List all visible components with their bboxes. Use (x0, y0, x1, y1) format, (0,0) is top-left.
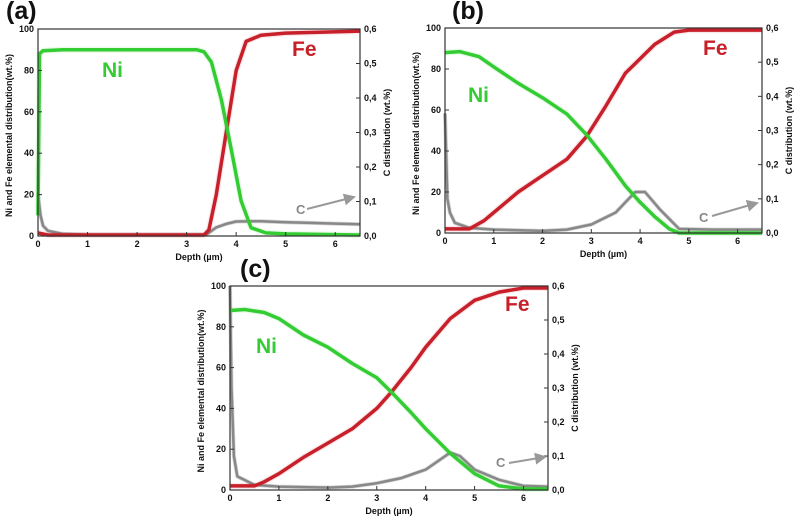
y2-axis-title: C distribution (wt.%) (784, 87, 794, 175)
x-tick-label: 2 (540, 236, 545, 246)
y2-tick-label: 0,2 (766, 160, 779, 170)
annotation-fe: Fe (505, 293, 530, 316)
y2-tick-label: 0,0 (552, 485, 565, 495)
series-ni-glow (444, 48, 762, 236)
arrow-c (711, 200, 759, 217)
x-tick-label: 5 (686, 236, 691, 246)
y2-axis-title: C distribution (wt.%) (570, 344, 580, 432)
y2-tick-label: 0,5 (766, 57, 779, 67)
y2-tick-label: 0,1 (552, 451, 565, 461)
x-tick-label: 4 (234, 239, 239, 249)
y-tick-label: 80 (431, 64, 441, 74)
x-tick-label: 0 (35, 239, 40, 249)
y-tick-label: 40 (216, 403, 226, 413)
y-tick-label: 60 (431, 105, 441, 115)
series-ni-line (36, 47, 361, 237)
y-tick-label: 40 (431, 146, 441, 156)
annotation-fe: Fe (703, 37, 728, 60)
series-c-line (228, 285, 549, 489)
x-tick-label: 5 (472, 493, 477, 503)
y-tick-label: 60 (24, 107, 34, 117)
y2-tick-label: 0,5 (552, 315, 565, 325)
panel-a: 0 1 2 3 4 5 60204060801000,00,10,20,30,40,50,6… (4, 0, 392, 262)
y2-tick-label: 0,2 (552, 417, 565, 427)
y2-tick-label: 0,6 (364, 24, 377, 34)
annotation-c: C (699, 210, 709, 225)
panel-c: 0 1 2 3 4 5 60204060801000,00,10,20,30,40,50,6… (196, 255, 580, 516)
x-tick-label: 6 (521, 493, 526, 503)
series-fe-glow (37, 28, 361, 238)
y-tick-label: 80 (24, 65, 34, 75)
y2-tick-label: 0,2 (364, 162, 377, 172)
y2-tick-label: 0,5 (364, 59, 377, 69)
arrow-c (306, 193, 356, 210)
annotation-ni: Ni (468, 84, 489, 107)
y-tick-label: 40 (24, 148, 34, 158)
x-tick-label: 6 (735, 236, 740, 246)
x-tick-label: 5 (283, 239, 288, 249)
y-tick-label: 60 (216, 363, 226, 373)
y-tick-label: 20 (216, 444, 226, 454)
x-tick-label: 1 (491, 236, 496, 246)
y-tick-label: 100 (426, 23, 441, 33)
annotation-c: C (296, 202, 306, 217)
series-c-line (443, 113, 762, 233)
annotation-ni: Ni (256, 335, 277, 358)
x-tick-label: 2 (325, 493, 330, 503)
y-tick-label: 0 (29, 231, 34, 241)
y2-tick-label: 0,0 (364, 231, 377, 241)
y2-tick-label: 0,4 (766, 91, 779, 101)
y2-tick-label: 0,0 (766, 228, 779, 238)
x-axis-title: Depth (µm) (175, 252, 222, 262)
y-axis-title: Ni and Fe elemental distribution(wt.%) (196, 309, 206, 472)
y2-tick-label: 0,4 (364, 93, 377, 103)
x-tick-label: 1 (276, 493, 281, 503)
panel-label: (b) (452, 0, 484, 25)
y-tick-label: 0 (436, 228, 441, 238)
y2-tick-label: 0,3 (364, 128, 377, 138)
y2-tick-label: 0,6 (552, 281, 565, 291)
y-tick-label: 100 (211, 281, 226, 291)
y-tick-label: 20 (431, 187, 441, 197)
y2-tick-label: 0,6 (766, 23, 779, 33)
y2-tick-label: 0,1 (364, 197, 377, 207)
series-c-line (36, 194, 361, 236)
x-tick-label: 4 (423, 493, 428, 503)
x-tick-label: 3 (589, 236, 594, 246)
series-ni-line (229, 307, 548, 491)
y2-tick-label: 0,3 (552, 383, 565, 393)
x-tick-label: 2 (135, 239, 140, 249)
x-tick-label: 1 (85, 239, 90, 249)
x-tick-label: 0 (442, 236, 447, 246)
panel-b: 0 1 2 3 4 5 60204060801000,00,10,20,30,40,50,6… (411, 0, 794, 259)
y-axis-title: Ni and Fe elemental distribution(wt.%) (411, 52, 421, 215)
series-fe-line (37, 29, 361, 237)
panel-label: (a) (6, 0, 37, 25)
x-axis-title: Depth (µm) (580, 249, 627, 259)
x-tick-label: 0 (227, 493, 232, 503)
series-c-glow (36, 194, 361, 237)
y-tick-label: 20 (24, 190, 34, 200)
x-tick-label: 4 (638, 236, 643, 246)
y-tick-label: 0 (221, 485, 226, 495)
y2-tick-label: 0,3 (766, 126, 779, 136)
y-axis-title: Ni and Fe elemental distribution(wt.%) (4, 54, 14, 217)
y2-tick-label: 0,1 (766, 194, 779, 204)
y-tick-label: 80 (216, 322, 226, 332)
series-fe-line (230, 286, 548, 488)
x-tick-label: 6 (333, 239, 338, 249)
annotation-ni: Ni (102, 59, 123, 82)
series-ni-line (444, 49, 762, 235)
annotation-c: C (496, 455, 506, 470)
y2-tick-label: 0,4 (552, 349, 565, 359)
x-tick-label: 3 (184, 239, 189, 249)
y-tick-label: 100 (19, 24, 34, 34)
x-axis-title: Depth (µm) (365, 506, 412, 516)
annotation-fe: Fe (292, 38, 317, 61)
arrow-c (508, 452, 547, 465)
panel-label: (c) (240, 255, 271, 283)
x-tick-label: 3 (374, 493, 379, 503)
y2-axis-title: C distribution (wt.%) (382, 89, 392, 177)
